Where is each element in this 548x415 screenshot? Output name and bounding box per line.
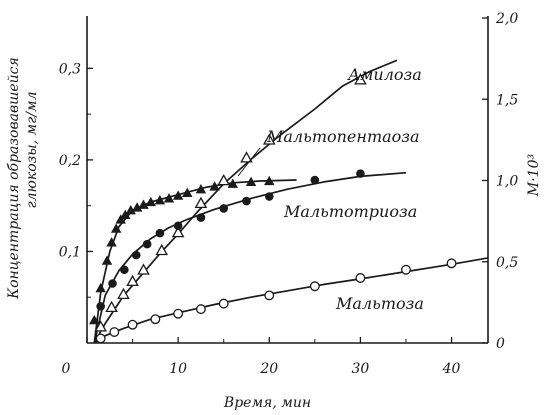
x-tick-label: 40 (442, 361, 461, 377)
axes (86, 16, 489, 344)
point-amiloza (171, 225, 185, 238)
point-maltopentaoza (264, 175, 275, 186)
point-maltoza (173, 308, 184, 319)
point-maltotrioza (131, 250, 141, 260)
chart-labels: 0 10 20 30 40 0,1 0,2 0,3 0 0,5 1,0 1,5 2,0 Время, ми… (6, 11, 542, 411)
point-amiloza (194, 196, 208, 209)
x-tick-label: 0 (62, 361, 71, 377)
point-maltotrioza (108, 279, 117, 288)
y-right-tick-label: 0 (496, 336, 505, 352)
curve-label-leader (237, 147, 261, 177)
point-maltotrioza (219, 204, 229, 213)
y-left-axis-label-line2: глюкозы, мг/мл (24, 92, 40, 209)
curve-maltotrioza (93, 171, 407, 344)
point-maltoza (195, 304, 206, 315)
curve-label-maltoza: Мальтоза (335, 294, 424, 313)
curve-label-maltopentaoza: Мальтопентаоза (266, 127, 420, 146)
y-right-tick-label: 1,0 (496, 174, 518, 190)
point-maltopentaoza (110, 223, 122, 233)
point-maltotrioza (264, 192, 274, 201)
point-amiloza (240, 151, 253, 163)
point-maltopentaoza (89, 314, 100, 325)
y-left-axis-label-line1: Концентрация образовавшейся (6, 57, 22, 300)
point-amiloza (354, 73, 367, 85)
y-right-axis-label: M·10³ (526, 154, 542, 198)
x-tick-label: 30 (351, 361, 369, 377)
point-maltoza (218, 298, 229, 309)
point-maltoza (150, 314, 161, 325)
point-maltopentaoza (209, 181, 220, 191)
point-maltoza (95, 333, 106, 344)
point-maltotrioza (310, 175, 320, 185)
y-right-tick-label: 1,5 (496, 92, 518, 108)
point-maltopentaoza (195, 183, 207, 194)
point-maltotrioza (242, 196, 251, 206)
point-amiloza (105, 300, 118, 313)
point-maltopentaoza (172, 190, 184, 200)
point-amiloza (137, 263, 150, 275)
point-maltopentaoza (106, 237, 117, 247)
point-maltopentaoza (138, 199, 149, 209)
y-right-tick-label: 0,5 (496, 255, 518, 271)
point-amiloza (117, 287, 130, 300)
x-tick-label: 10 (169, 361, 187, 377)
point-amiloza (126, 274, 139, 287)
point-amiloza (217, 173, 231, 186)
point-maltotrioza (142, 239, 152, 249)
point-maltotrioza (196, 213, 206, 222)
point-maltopentaoza (101, 255, 113, 265)
y-left-tick-label: 0,3 (59, 61, 81, 77)
x-tick-label: 20 (259, 361, 278, 377)
point-maltoza (127, 319, 138, 330)
x-axis-label: Время, мин (223, 395, 311, 411)
data-points (89, 73, 457, 344)
curve-amiloza (93, 59, 398, 344)
point-maltoza (401, 264, 411, 275)
point-maltopentaoza (125, 205, 136, 215)
point-maltopentaoza (182, 187, 193, 198)
point-maltoza (355, 273, 366, 283)
point-maltopentaoza (245, 176, 257, 187)
point-maltopentaoza (145, 196, 156, 207)
point-maltopentaoza (120, 209, 131, 219)
y-left-tick-label: 0,2 (59, 153, 81, 169)
point-maltoza (446, 258, 457, 269)
curve-label-maltotrioza: Мальтотриоза (283, 202, 417, 221)
point-maltotrioza (173, 221, 183, 231)
curve-label-amiloza: Амилоза (347, 65, 422, 84)
point-maltotrioza (120, 265, 129, 275)
point-amiloza (94, 320, 107, 332)
point-maltopentaoza (163, 193, 175, 203)
point-amiloza (155, 243, 169, 256)
y-left-tick-label: 0,1 (59, 244, 81, 260)
point-amiloza (262, 133, 276, 145)
point-maltoza (109, 327, 120, 337)
point-maltoza (309, 281, 320, 292)
point-maltoza (264, 290, 275, 301)
point-maltotrioza (96, 302, 105, 311)
point-maltopentaoza (131, 202, 143, 212)
point-maltopentaoza (227, 178, 239, 188)
point-maltotrioza (356, 169, 365, 178)
point-maltopentaoza (95, 282, 106, 293)
y-right-tick-label: 2,0 (495, 11, 518, 27)
point-maltotrioza (155, 228, 165, 238)
point-maltopentaoza (154, 194, 166, 205)
